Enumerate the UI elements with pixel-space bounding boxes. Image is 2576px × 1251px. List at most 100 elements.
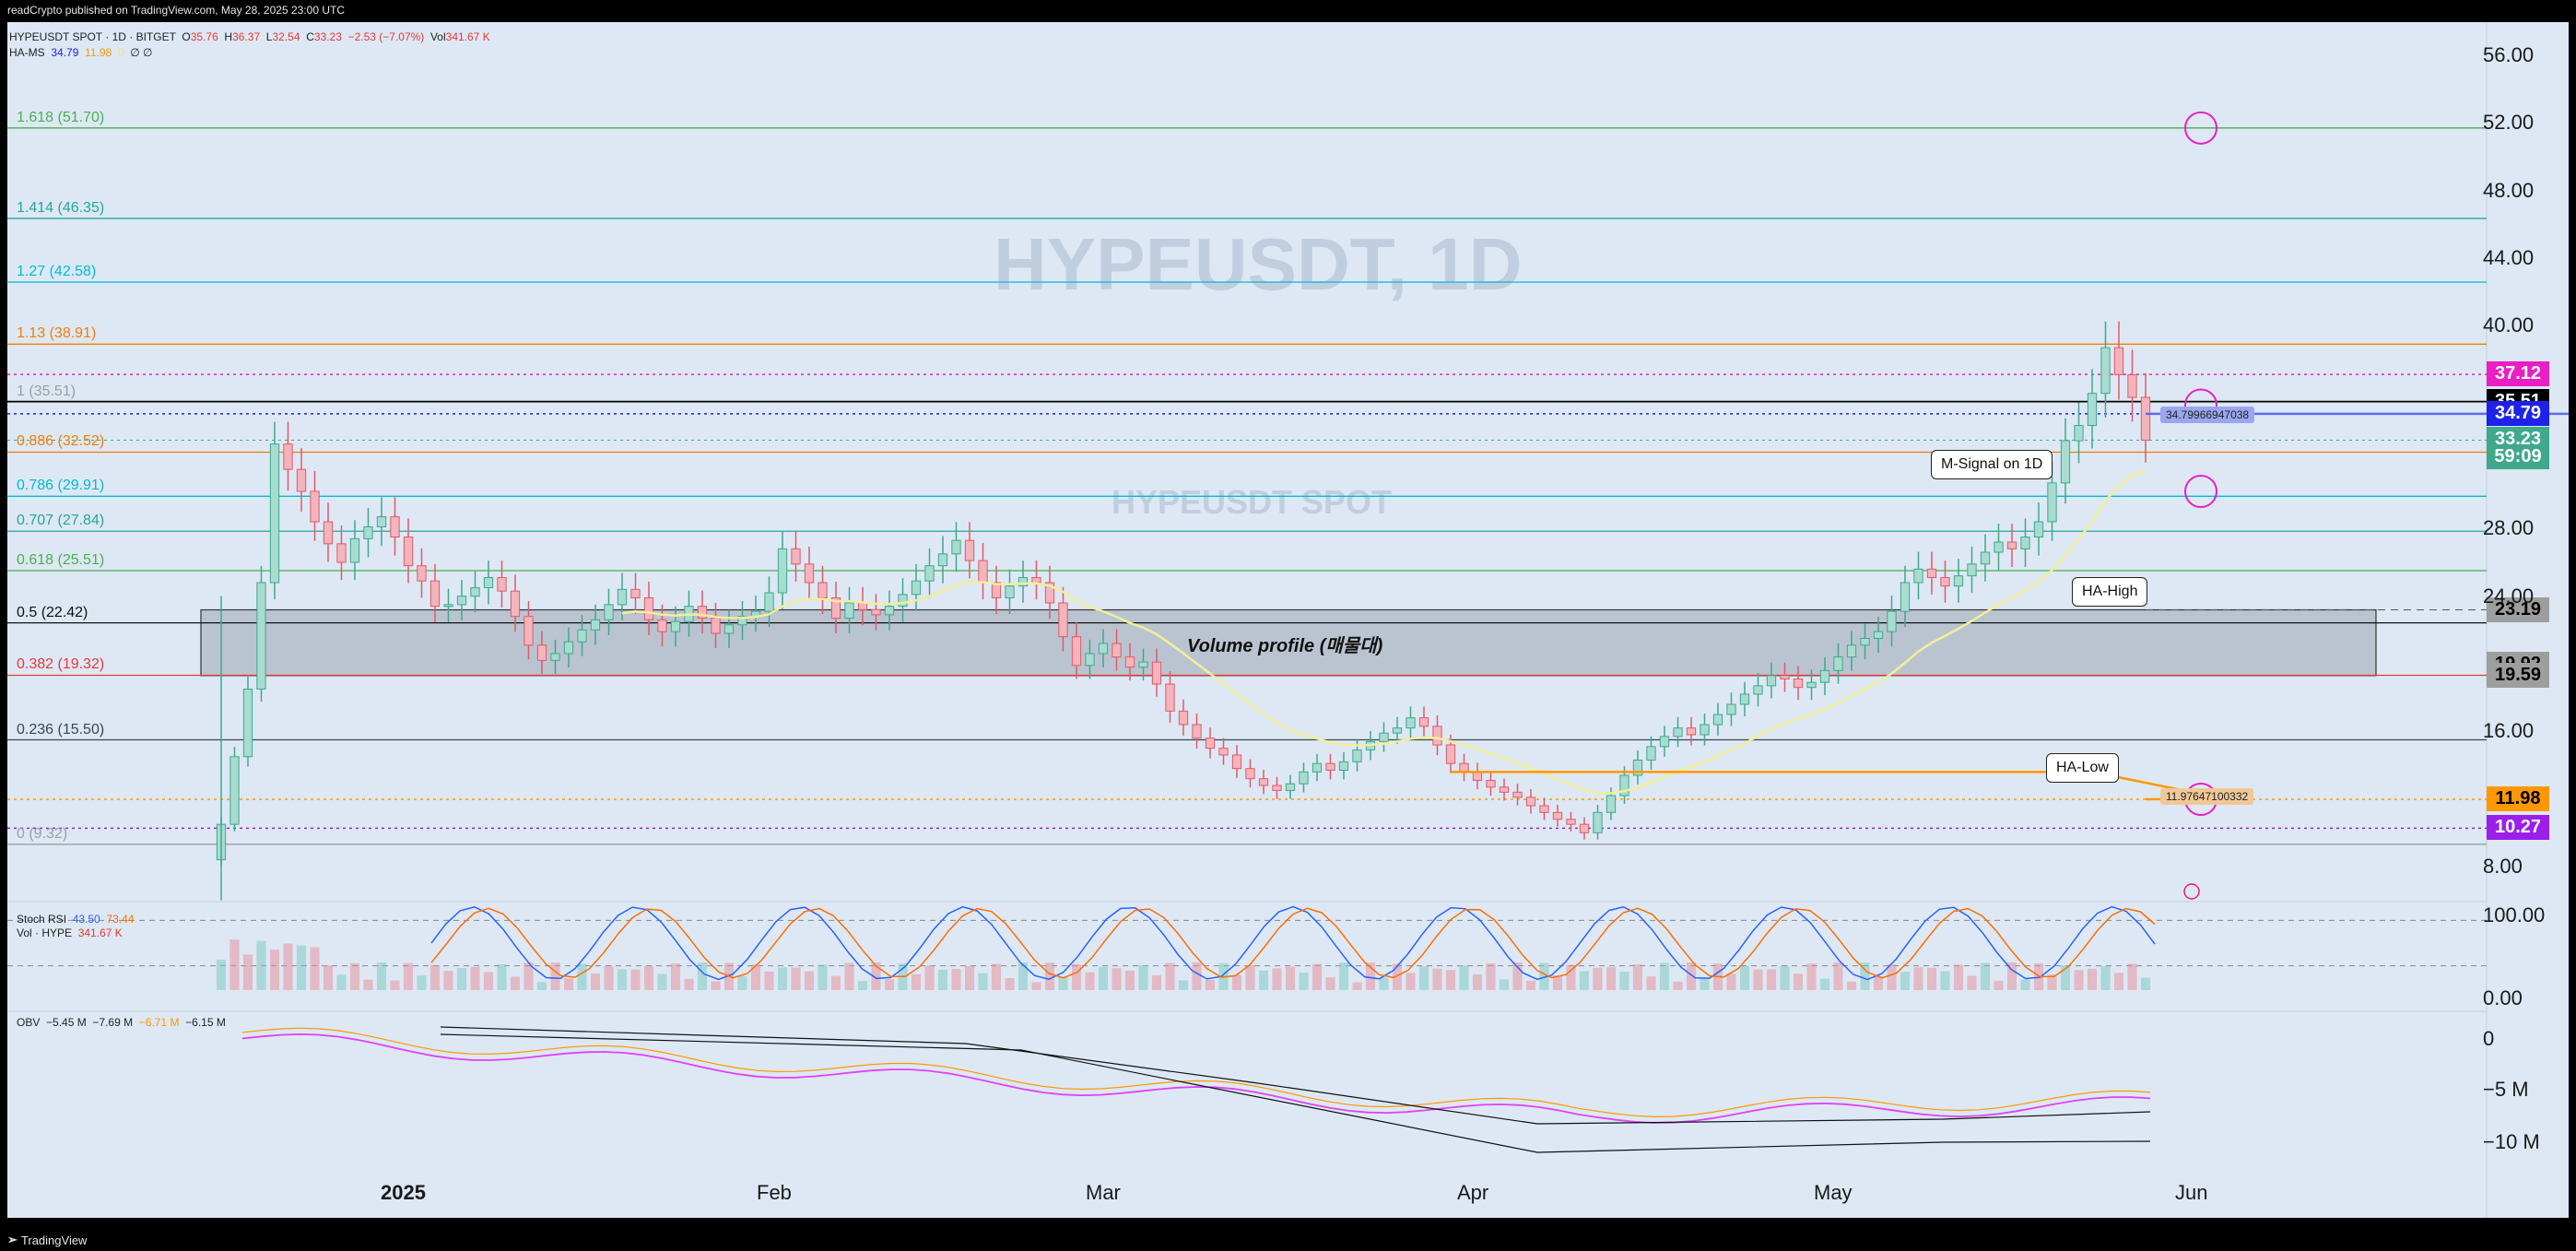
volume-bar	[256, 940, 266, 990]
volume-bar	[590, 973, 601, 990]
candle-body	[229, 756, 240, 825]
candle-body	[1900, 582, 1911, 612]
candle-body	[830, 597, 841, 619]
candle-body	[2113, 347, 2124, 375]
fib-label: 0 (9.32)	[17, 825, 68, 842]
volume-bar	[417, 975, 427, 990]
volume-bar	[1285, 966, 1296, 990]
candle-body	[697, 606, 708, 620]
volume-bar	[1512, 962, 1523, 990]
candle-body	[2100, 347, 2111, 395]
fib-label: 0.618 (25.51)	[17, 551, 105, 568]
candle-body	[1860, 638, 1870, 646]
candle-body	[857, 602, 868, 610]
fib-label: 0.236 (15.50)	[17, 721, 105, 738]
x-axis-label: Mar	[1086, 1181, 1121, 1204]
volume-bar	[229, 939, 240, 990]
volume-bar	[1525, 980, 1536, 990]
volume-bar	[1151, 974, 1162, 990]
candle-body	[1780, 675, 1790, 679]
candle-body	[296, 468, 307, 492]
volume-bar	[1646, 976, 1656, 990]
candle-body	[1459, 762, 1469, 773]
volume-bar	[711, 981, 721, 990]
candle-body	[1031, 577, 1041, 584]
obv-signal-line	[241, 1027, 2151, 1118]
vol-legend: Vol · HYPE 341.67 K	[17, 926, 123, 939]
candle-body	[483, 577, 494, 588]
volume-bar	[1566, 964, 1576, 990]
obv-axis-10m: −10 M	[2483, 1130, 2540, 1153]
candle-body	[777, 548, 788, 594]
candle-body	[1700, 724, 1710, 736]
y-axis-label: 56.00	[2483, 43, 2535, 66]
candle-body	[336, 543, 347, 563]
x-axis-label: May	[1814, 1181, 1853, 1204]
obv-band-upper	[440, 1026, 2151, 1125]
volume-bar	[563, 978, 574, 990]
volume-bar	[497, 963, 507, 990]
candle-body	[737, 616, 747, 626]
candle-body	[670, 620, 681, 632]
volume-bar	[443, 971, 453, 990]
candle-body	[403, 537, 414, 567]
candle-body	[1753, 685, 1763, 695]
volume-bar	[1338, 962, 1349, 990]
candle-body	[1138, 661, 1148, 668]
candle-body	[1379, 732, 1389, 742]
price-chart[interactable]	[7, 22, 2569, 1218]
candle-body	[310, 490, 320, 523]
volume-bar	[1739, 965, 1750, 990]
volume-bar	[1406, 973, 1416, 990]
candle-body	[1593, 811, 1603, 833]
candle-body	[1272, 785, 1282, 791]
msignal-callout: M-Signal on 1D	[1931, 450, 2053, 479]
volume-bar	[1192, 962, 1202, 990]
candle-body	[1579, 823, 1590, 833]
alert-icon	[2183, 883, 2200, 900]
candle-body	[1552, 811, 1563, 820]
volume-bar	[1098, 966, 1109, 990]
volume-bar	[323, 965, 334, 990]
chart-area[interactable]: HYPEUSDT, 1D HYPEUSDT SPOT HYPEUSDT SPOT…	[7, 22, 2569, 1218]
candle-body	[283, 443, 293, 470]
candle-body	[1686, 727, 1697, 736]
candle-body	[723, 624, 735, 634]
candle-body	[1218, 748, 1229, 756]
candle-body	[898, 594, 908, 608]
volume-bar	[1619, 972, 1629, 990]
volume-bar	[242, 954, 253, 990]
fib-label: 0.382 (19.32)	[17, 656, 105, 673]
volume-bar	[617, 969, 628, 990]
candle-body	[2140, 396, 2151, 441]
volume-bar	[1017, 962, 1029, 990]
volume-bar	[1165, 962, 1175, 990]
volume-bar	[1299, 972, 1309, 990]
candle-body	[1994, 541, 2004, 553]
volume-bar	[1085, 972, 1095, 990]
candle-body	[964, 539, 975, 561]
fib-label: 1.618 (51.70)	[17, 109, 105, 125]
volume-bar	[310, 947, 320, 990]
candle-body	[550, 653, 560, 661]
candle-body	[1512, 791, 1523, 798]
volume-bar	[871, 962, 881, 990]
volume-bar	[657, 974, 667, 990]
x-axis-label: Apr	[1457, 1181, 1489, 1204]
x-axis-label: Jun	[2175, 1181, 2208, 1204]
volume-bar	[1258, 970, 1269, 990]
volume-bar	[1833, 962, 1843, 990]
volume-bar	[296, 945, 307, 990]
candle-body	[991, 582, 1002, 598]
candle-body	[390, 516, 400, 537]
volume-bar	[857, 981, 868, 990]
ha-high-line-tag: 34.79966947038	[2160, 407, 2255, 423]
volume-bar	[349, 962, 360, 990]
candle-body	[242, 689, 253, 758]
footer: ➢ TradingView	[7, 1231, 87, 1249]
candle-body	[1846, 644, 1857, 658]
volume-bar	[216, 960, 227, 990]
volume-bar	[630, 969, 641, 990]
volume-bar	[924, 965, 935, 990]
volume-bar	[1700, 978, 1710, 990]
